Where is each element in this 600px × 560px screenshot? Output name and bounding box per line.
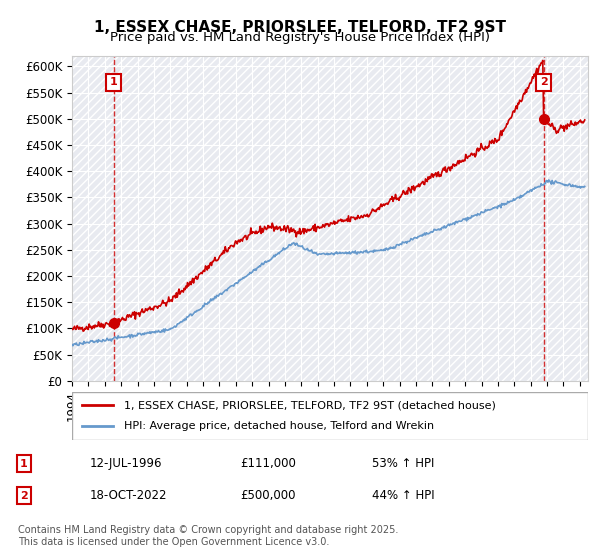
Bar: [318, 56, 326, 381]
Bar: [498, 56, 506, 381]
Bar: [170, 56, 178, 381]
Bar: [547, 56, 555, 381]
Bar: [563, 56, 572, 381]
Bar: [285, 56, 293, 381]
Bar: [465, 56, 473, 381]
Text: 2: 2: [540, 77, 547, 87]
Bar: [367, 56, 375, 381]
Bar: [121, 56, 130, 381]
Bar: [72, 56, 80, 381]
Bar: [252, 56, 260, 381]
Bar: [400, 56, 408, 381]
Text: 2: 2: [20, 491, 28, 501]
Text: £500,000: £500,000: [240, 489, 296, 502]
Text: Contains HM Land Registry data © Crown copyright and database right 2025.
This d: Contains HM Land Registry data © Crown c…: [18, 525, 398, 547]
Bar: [236, 56, 244, 381]
Bar: [269, 56, 277, 381]
Text: 18-OCT-2022: 18-OCT-2022: [90, 489, 167, 502]
Text: Price paid vs. HM Land Registry's House Price Index (HPI): Price paid vs. HM Land Registry's House …: [110, 31, 490, 44]
Bar: [187, 56, 195, 381]
Bar: [154, 56, 162, 381]
Bar: [137, 56, 146, 381]
Bar: [580, 56, 588, 381]
Bar: [530, 56, 539, 381]
Bar: [105, 56, 113, 381]
Bar: [482, 56, 490, 381]
Bar: [203, 56, 211, 381]
Bar: [220, 56, 227, 381]
Text: 1: 1: [20, 459, 28, 469]
Bar: [334, 56, 342, 381]
Text: 1, ESSEX CHASE, PRIORSLEE, TELFORD, TF2 9ST (detached house): 1, ESSEX CHASE, PRIORSLEE, TELFORD, TF2 …: [124, 400, 496, 410]
Bar: [88, 56, 97, 381]
Bar: [350, 56, 359, 381]
Text: 12-JUL-1996: 12-JUL-1996: [90, 457, 163, 470]
FancyBboxPatch shape: [72, 392, 588, 440]
Bar: [416, 56, 424, 381]
Text: £111,000: £111,000: [240, 457, 296, 470]
Text: 1: 1: [110, 77, 118, 87]
Text: HPI: Average price, detached house, Telford and Wrekin: HPI: Average price, detached house, Telf…: [124, 421, 434, 431]
Bar: [449, 56, 457, 381]
Bar: [514, 56, 523, 381]
Bar: [433, 56, 440, 381]
Bar: [301, 56, 310, 381]
Text: 1, ESSEX CHASE, PRIORSLEE, TELFORD, TF2 9ST: 1, ESSEX CHASE, PRIORSLEE, TELFORD, TF2 …: [94, 20, 506, 35]
Text: 44% ↑ HPI: 44% ↑ HPI: [372, 489, 434, 502]
Text: 53% ↑ HPI: 53% ↑ HPI: [372, 457, 434, 470]
Bar: [383, 56, 391, 381]
